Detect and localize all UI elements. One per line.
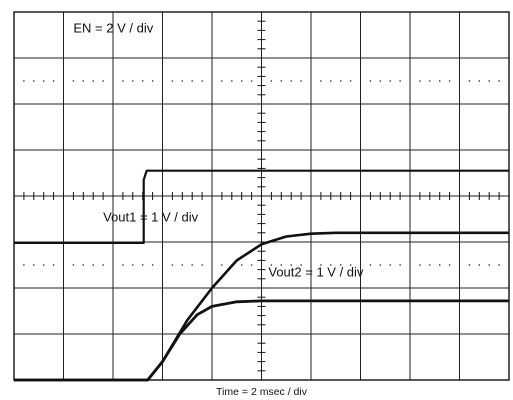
grid-dot	[132, 264, 133, 265]
grid-dot	[251, 80, 252, 81]
grid-dot	[350, 80, 351, 81]
grid-dot	[152, 264, 153, 265]
grid-dot	[182, 264, 183, 265]
grid-dot	[281, 80, 282, 81]
grid-dot	[370, 264, 371, 265]
grid-dot	[93, 264, 94, 265]
grid-dot	[498, 264, 499, 265]
grid-dot	[73, 80, 74, 81]
grid-dot	[399, 80, 400, 81]
grid-dot	[221, 80, 222, 81]
grid-dot	[370, 80, 371, 81]
grid-dot	[152, 80, 153, 81]
grid-dot	[33, 80, 34, 81]
grid-dot	[43, 264, 44, 265]
grid-dot	[83, 80, 84, 81]
grid-dot	[83, 264, 84, 265]
grid-dot	[330, 80, 331, 81]
grid-dot	[439, 80, 440, 81]
grid-dot	[142, 264, 143, 265]
grid-dot	[73, 264, 74, 265]
grid-dot	[380, 264, 381, 265]
grid-dot	[201, 80, 202, 81]
grid-dot	[399, 264, 400, 265]
grid-dot	[489, 264, 490, 265]
grid-dot	[498, 80, 499, 81]
grid-dot	[439, 264, 440, 265]
grid-dot	[320, 80, 321, 81]
grid-dot	[231, 80, 232, 81]
grid-dot	[192, 80, 193, 81]
grid-dot	[340, 80, 341, 81]
grid-dot	[182, 80, 183, 81]
grid-dot	[122, 80, 123, 81]
grid-dot	[241, 264, 242, 265]
grid-dot	[43, 80, 44, 81]
grid-dot	[380, 80, 381, 81]
grid-dot	[142, 80, 143, 81]
grid-dot	[241, 80, 242, 81]
grid-dot	[172, 80, 173, 81]
grid-dot	[33, 264, 34, 265]
grid-dot	[479, 80, 480, 81]
grid-dot	[271, 80, 272, 81]
grid-dot	[479, 264, 480, 265]
grid-dot	[469, 264, 470, 265]
grid-dot	[251, 264, 252, 265]
grid-dot	[102, 264, 103, 265]
grid-dot	[93, 80, 94, 81]
grid-dot	[419, 264, 420, 265]
grid-dot	[192, 264, 193, 265]
grid-dot	[390, 80, 391, 81]
vout1-trace-label: Vout1 = 1 V / div	[103, 209, 199, 224]
grid-dot	[23, 264, 24, 265]
grid-dot	[469, 80, 470, 81]
grid-dot	[53, 264, 54, 265]
en-trace-label: EN = 2 V / div	[73, 21, 153, 36]
grid-dot	[429, 264, 430, 265]
grid-dot	[390, 264, 391, 265]
grid-dot	[53, 80, 54, 81]
grid-dot	[102, 80, 103, 81]
grid-dot	[221, 264, 222, 265]
grid-dot	[132, 80, 133, 81]
grid-dot	[449, 80, 450, 81]
grid-dot	[122, 264, 123, 265]
grid-dot	[419, 80, 420, 81]
grid-dot	[23, 80, 24, 81]
grid-dot	[201, 264, 202, 265]
grid-dot	[429, 80, 430, 81]
grid-dot	[291, 80, 292, 81]
x-axis-label: Time = 2 msec / div	[216, 386, 308, 398]
grid-dot	[300, 80, 301, 81]
grid-dot	[489, 80, 490, 81]
grid-dot	[172, 264, 173, 265]
grid-dot	[449, 264, 450, 265]
vout2-trace-label: Vout2 = 1 V / div	[268, 265, 364, 280]
